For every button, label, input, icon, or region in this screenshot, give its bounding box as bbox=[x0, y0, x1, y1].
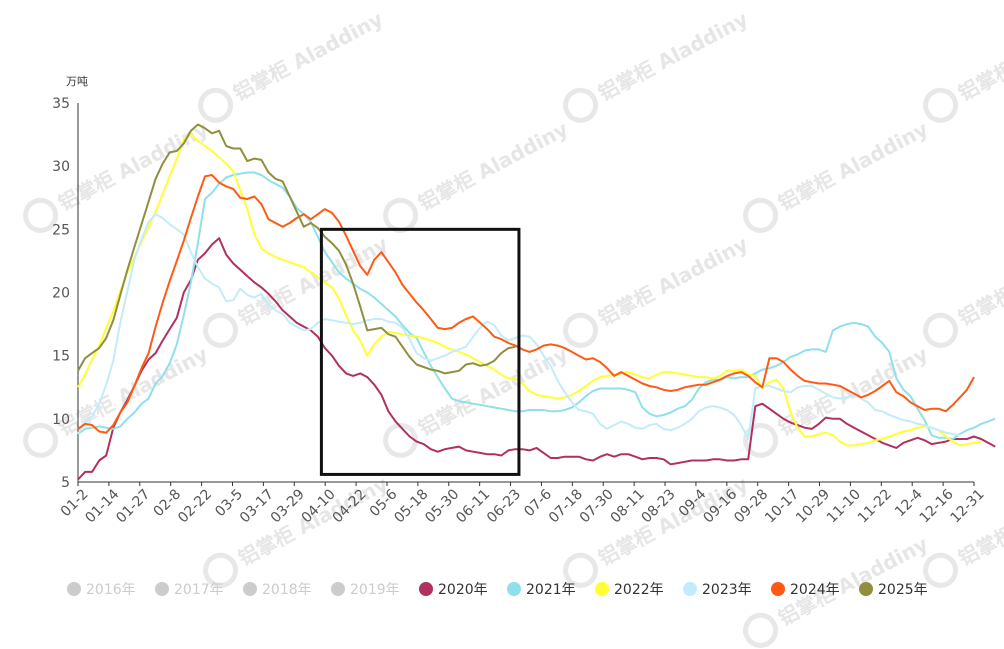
legend-marker bbox=[859, 582, 873, 596]
series-line-2025年 bbox=[77, 123, 516, 375]
watermark-logo: 铝掌柜 Aladdiny bbox=[923, 472, 1004, 588]
legend-label: 2024年 bbox=[790, 582, 840, 598]
legend: 2016年 2017年 2018年 2019年 2020年 2021年 2022年 2023年… bbox=[67, 582, 928, 598]
legend-label: 2019年 bbox=[350, 582, 400, 598]
y-axis-unit-label: 万吨 bbox=[66, 75, 88, 88]
y-tick-label: 35 bbox=[52, 96, 70, 112]
watermark-text: 铝掌柜 Aladdiny bbox=[594, 232, 751, 331]
watermark-text: 铝掌柜 Aladdiny bbox=[414, 117, 571, 216]
series-line-2020年 bbox=[77, 237, 996, 481]
x-tick-label: 07-30 bbox=[577, 486, 617, 526]
legend-marker bbox=[419, 582, 433, 596]
watermark-logo: 铝掌柜 Aladdiny bbox=[563, 472, 752, 588]
x-tick-label: 05-18 bbox=[391, 486, 431, 526]
legend-marker bbox=[331, 582, 345, 596]
legend-marker bbox=[155, 582, 169, 596]
x-tick-label: 03-17 bbox=[237, 486, 277, 526]
x-tick-label: 11-10 bbox=[824, 486, 864, 526]
watermark-logo: 铝掌柜 Aladdiny bbox=[383, 117, 572, 233]
legend-marker bbox=[595, 582, 609, 596]
watermark-logo: 铝掌柜 Aladdiny bbox=[923, 232, 1004, 348]
legend-item-2023年[interactable]: 2023年 bbox=[683, 582, 752, 598]
legend-item-2018年[interactable]: 2018年 bbox=[243, 582, 312, 598]
x-tick-label: 06-23 bbox=[484, 486, 524, 526]
legend-item-2019年[interactable]: 2019年 bbox=[331, 582, 400, 598]
x-tick-label: 07-18 bbox=[546, 486, 586, 526]
legend-marker bbox=[771, 582, 785, 596]
legend-item-2022年[interactable]: 2022年 bbox=[595, 582, 664, 598]
watermark-text: 铝掌柜 Aladdiny bbox=[414, 342, 571, 441]
watermark-logo: 铝掌柜 Aladdiny bbox=[563, 7, 752, 123]
legend-label: 2018年 bbox=[262, 582, 312, 598]
x-tick-label: 01-14 bbox=[82, 486, 122, 526]
x-tick-label: 10-29 bbox=[793, 486, 833, 526]
x-tick-label: 12-16 bbox=[917, 486, 957, 526]
x-tick-label: 08-11 bbox=[608, 486, 648, 526]
watermark-logo: 铝掌柜 Aladdiny bbox=[743, 117, 932, 233]
y-tick-label: 25 bbox=[52, 222, 70, 238]
y-tick-label: 5 bbox=[61, 475, 70, 491]
legend-label: 2017年 bbox=[174, 582, 224, 598]
y-tick-label: 20 bbox=[52, 286, 70, 302]
legend-label: 2023年 bbox=[702, 582, 752, 598]
x-tick-label: 10-17 bbox=[762, 486, 802, 526]
legend-marker bbox=[507, 582, 521, 596]
legend-marker bbox=[683, 582, 697, 596]
watermark-text: 铝掌柜 Aladdiny bbox=[774, 117, 931, 216]
legend-item-2017年[interactable]: 2017年 bbox=[155, 582, 224, 598]
legend-label: 2020年 bbox=[438, 582, 488, 598]
x-axis: 01-201-1401-2702-802-2203-503-1703-2904-… bbox=[58, 481, 988, 526]
legend-label: 2025年 bbox=[878, 582, 928, 598]
highlight-box bbox=[319, 227, 521, 476]
watermark-logo: 铝掌柜 Aladdiny bbox=[23, 117, 212, 233]
series-line-2022年 bbox=[77, 133, 982, 447]
legend-label: 2022年 bbox=[614, 582, 664, 598]
y-tick-label: 10 bbox=[52, 412, 70, 428]
legend-label: 2016年 bbox=[86, 582, 136, 598]
legend-item-2024年[interactable]: 2024年 bbox=[771, 582, 840, 598]
watermark-text: 铝掌柜 Aladdiny bbox=[229, 7, 386, 106]
y-axis: 5 10 15 20 25 30 35 bbox=[52, 96, 79, 491]
y-tick-label: 15 bbox=[52, 349, 70, 365]
legend-item-2016年[interactable]: 2016年 bbox=[67, 582, 136, 598]
series-line-2024年 bbox=[77, 174, 975, 434]
x-tick-label: 01-27 bbox=[113, 486, 153, 526]
series-layer bbox=[77, 123, 996, 481]
legend-marker bbox=[243, 582, 257, 596]
series-line-2021年 bbox=[77, 171, 996, 440]
watermark-logo: 铝掌柜 Aladdiny bbox=[198, 7, 387, 123]
watermark-logo: 铝掌柜 Aladdiny bbox=[563, 232, 752, 348]
legend-item-2021年[interactable]: 2021年 bbox=[507, 582, 576, 598]
legend-marker bbox=[67, 582, 81, 596]
watermark-text: 铝掌柜 Aladdiny bbox=[234, 232, 391, 331]
legend-item-2025年[interactable]: 2025年 bbox=[859, 582, 928, 598]
x-tick-label: 06-11 bbox=[453, 486, 493, 526]
legend-item-2020年[interactable]: 2020年 bbox=[419, 582, 488, 598]
watermark-text: 铝掌柜 Aladdiny bbox=[954, 232, 1004, 331]
watermark-logo: 铝掌柜 Aladdiny bbox=[923, 7, 1004, 123]
y-tick-label: 30 bbox=[52, 159, 70, 175]
x-tick-label: 12-31 bbox=[948, 486, 988, 526]
x-tick-label: 05-30 bbox=[422, 486, 462, 526]
watermark-text: 铝掌柜 Aladdiny bbox=[594, 7, 751, 106]
watermark-text: 铝掌柜 Aladdiny bbox=[954, 7, 1004, 106]
x-tick-label: 02-22 bbox=[175, 486, 215, 526]
watermark-logo: 铝掌柜 Aladdiny bbox=[23, 342, 212, 458]
legend-label: 2021年 bbox=[526, 582, 576, 598]
x-tick-label: 11-22 bbox=[855, 486, 895, 526]
